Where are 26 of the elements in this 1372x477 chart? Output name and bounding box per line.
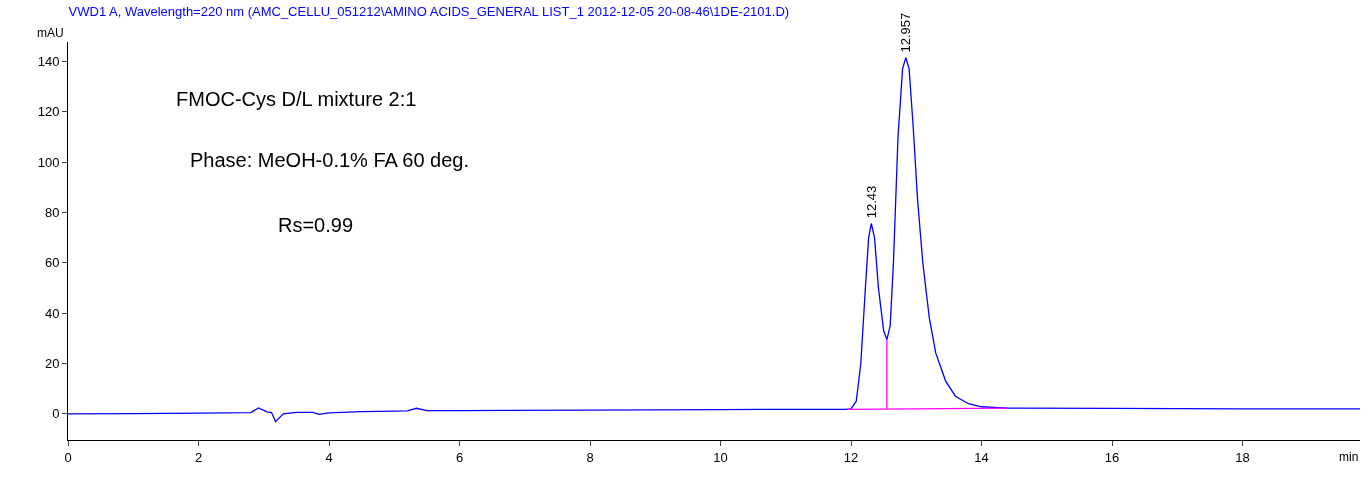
x-tick-label: 0: [64, 449, 72, 465]
y-tick-label: 0: [52, 406, 60, 422]
y-tick-label: 80: [44, 204, 60, 220]
x-tick-label: 14: [974, 449, 989, 465]
annotation: Phase: MeOH-0.1% FA 60 deg.: [190, 149, 470, 171]
x-axis-title: min: [1339, 450, 1359, 464]
x-tick-label: 18: [1235, 449, 1250, 465]
y-tick-label: 100: [37, 154, 60, 170]
x-tick-label: 2: [194, 449, 203, 465]
annotation: Rs=0.99: [278, 214, 354, 236]
y-tick-label: 60: [44, 255, 60, 271]
y-tick-label: 20: [44, 356, 60, 372]
x-tick-label: 8: [586, 449, 594, 465]
y-tick-label: 40: [44, 305, 60, 321]
y-tick-label: 140: [37, 53, 60, 69]
y-axis-title: mAU: [37, 26, 64, 40]
annotation: FMOC-Cys D/L mixture 2:1: [176, 88, 417, 110]
y-tick-label: 120: [37, 104, 60, 120]
x-tick-label: 10: [713, 449, 728, 465]
annotation: 12.43: [864, 185, 880, 219]
chart-title: VWD1 A, Wavelength=220 nm (AMC_CELLU_051212\AMINO ACIDS_GENERAL LIST_1 2012-12-05 20-08-46\1DE-2101.D): [68, 4, 790, 20]
annotation: 12.957: [898, 12, 914, 53]
x-tick-label: 4: [325, 449, 333, 465]
x-tick-label: 6: [455, 449, 464, 465]
x-tick-label: 12: [843, 449, 859, 465]
x-tick-label: 16: [1104, 449, 1120, 465]
